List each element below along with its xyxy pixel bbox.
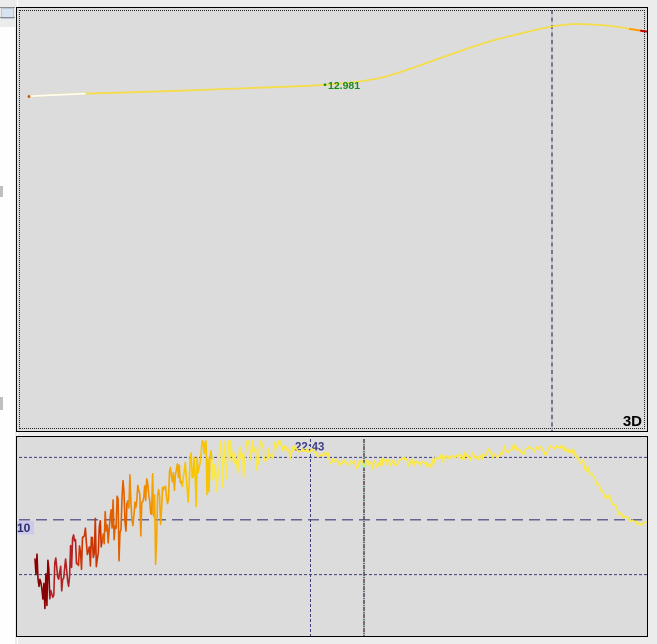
- svg-text:10: 10: [17, 521, 31, 535]
- svg-text:12.981: 12.981: [328, 80, 360, 92]
